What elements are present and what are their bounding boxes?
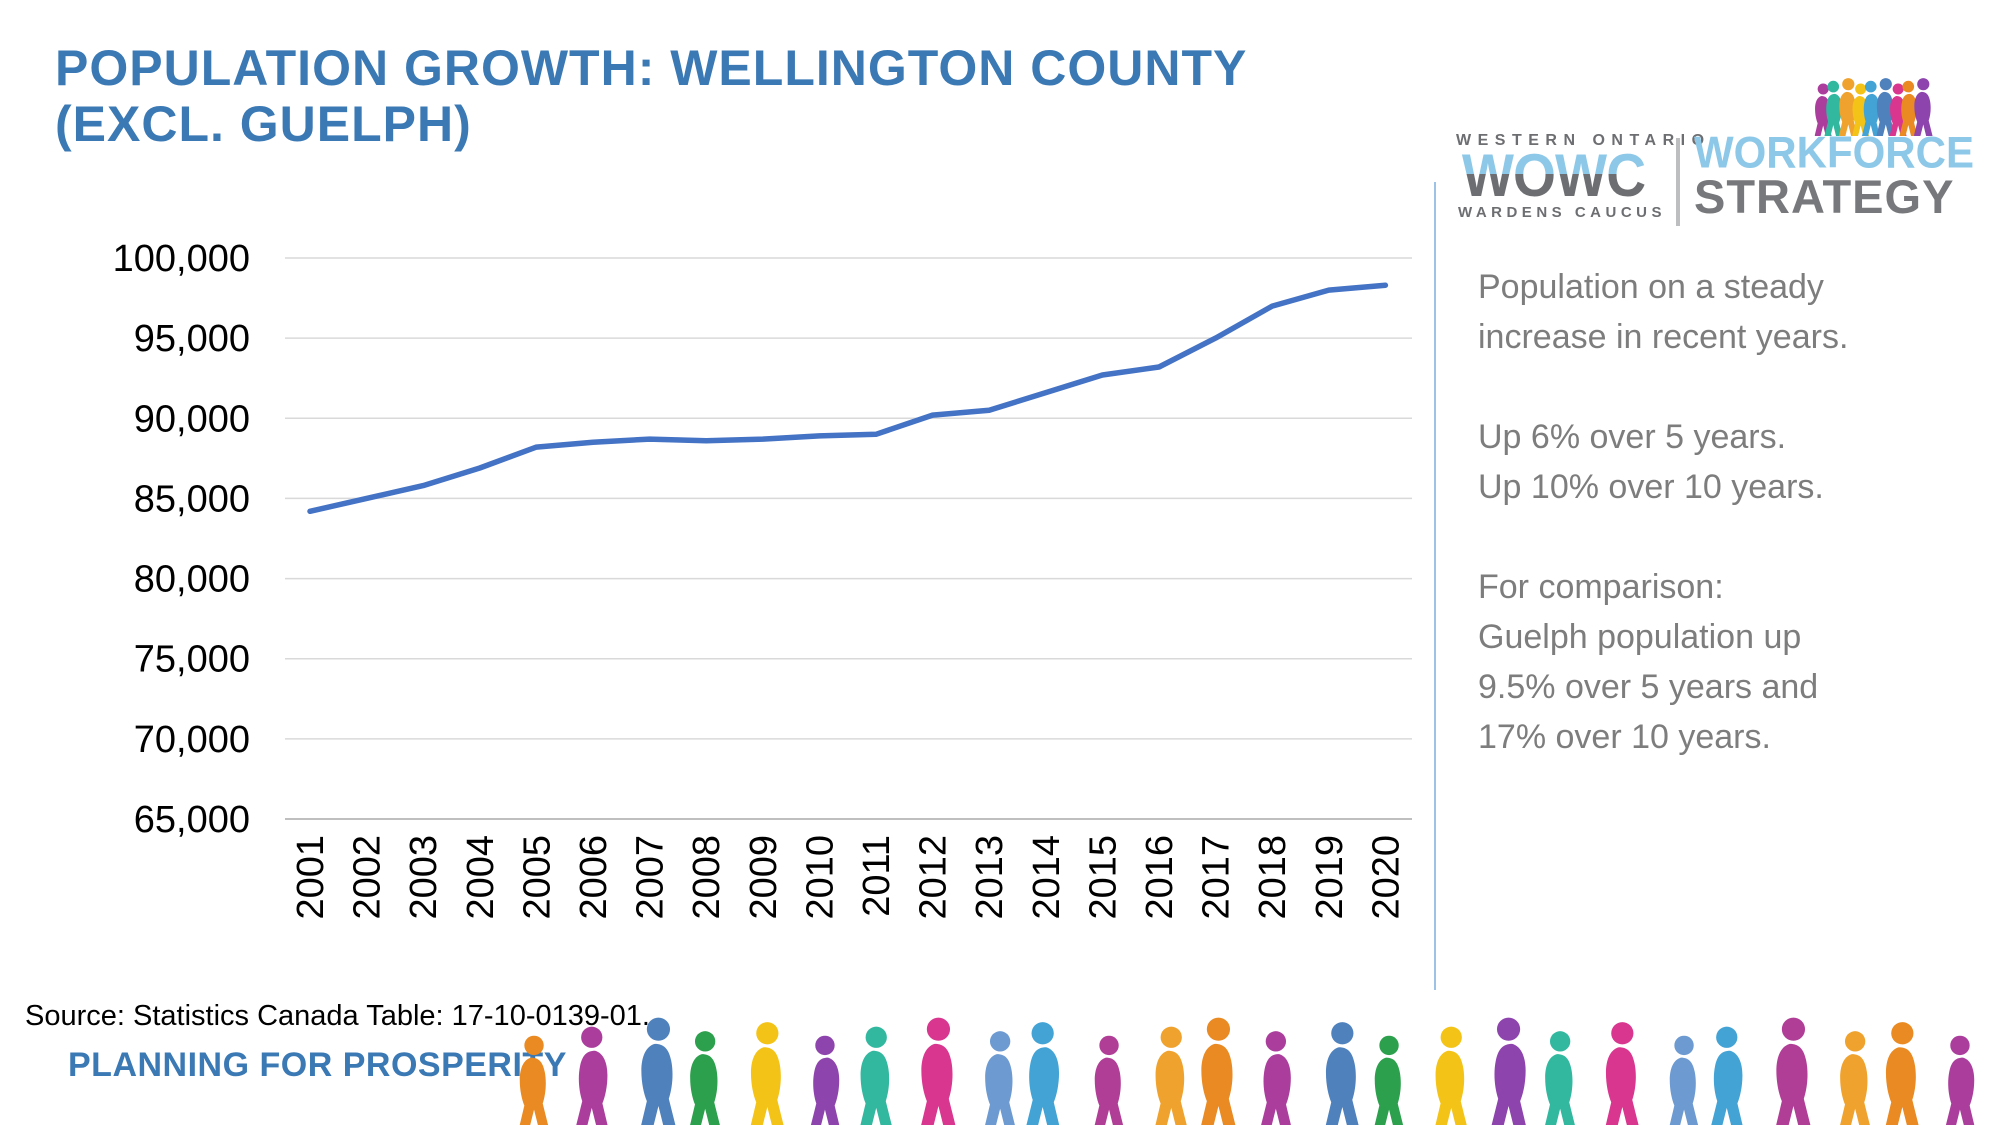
people-silhouettes-banner: [519, 1017, 1975, 1125]
x-tick-label: 2017: [1196, 835, 1238, 920]
person-silhouette-icon: [519, 1035, 549, 1125]
person-silhouette-icon: [575, 1026, 608, 1125]
note-guelph-comparison: For comparison: Guelph population up 9.5…: [1478, 568, 1819, 756]
note-steady-increase: Population on a steady increase in recen…: [1478, 268, 1849, 356]
person-silhouette-icon: [1945, 1035, 1975, 1125]
y-tick-label: 70,000: [134, 719, 250, 761]
person-silhouette-icon: [810, 1035, 840, 1125]
person-silhouette-icon: [1775, 1017, 1812, 1125]
western-ontario-label: WESTERN ONTARIO: [1456, 132, 1711, 149]
page-title: POPULATION GROWTH: WELLINGTON COUNTY (EX…: [55, 40, 1248, 152]
x-tick-label: 2007: [630, 835, 672, 920]
x-tick-label: 2013: [969, 835, 1011, 920]
person-silhouette-icon: [689, 1031, 721, 1125]
note-growth-rates: Up 6% over 5 years. Up 10% over 10 years…: [1478, 418, 1824, 506]
x-tick-label: 2009: [743, 835, 785, 920]
person-silhouette-icon: [750, 1022, 785, 1125]
logo-separator-bar: [1676, 138, 1680, 226]
person-silhouette-icon: [860, 1026, 893, 1125]
y-tick-label: 95,000: [134, 318, 250, 360]
x-tick-label: 2001: [290, 835, 332, 920]
x-tick-label: 2019: [1309, 835, 1351, 920]
wowc-logo: WESTERN ONTARIO WOWC WARDENS CAUCUS: [1456, 132, 1711, 221]
wardens-caucus-label: WARDENS CAUCUS: [1457, 204, 1666, 221]
x-tick-label: 2012: [913, 835, 955, 920]
person-silhouette-icon: [1155, 1026, 1188, 1125]
person-silhouette-icon: [1605, 1022, 1640, 1125]
x-tick-label: 2008: [686, 835, 728, 920]
wowc-wordmark: WOWC: [1456, 146, 1651, 206]
x-tick-label: 2003: [403, 835, 445, 920]
person-silhouette-icon: [1885, 1022, 1920, 1125]
person-silhouette-icon: [1839, 1031, 1871, 1125]
workforce-wordmark: WORKFORCE: [1694, 127, 1974, 178]
x-tick-label: 2006: [573, 835, 615, 920]
x-tick-label: 2016: [1139, 835, 1181, 920]
person-silhouette-icon: [1025, 1022, 1060, 1125]
source-citation: Source: Statistics Canada Table: 17-10-0…: [25, 1000, 650, 1032]
person-silhouette-icon: [1374, 1035, 1404, 1125]
x-tick-label: 2014: [1026, 835, 1068, 920]
x-tick-label: 2002: [347, 835, 389, 920]
person-silhouette-icon: [1544, 1031, 1576, 1125]
population-line-chart: 65,000 70,000 75,000 80,000 85,000 90,000 95,0…: [113, 238, 1412, 920]
x-tick-label: 2005: [516, 835, 558, 920]
vertical-divider-line: [1434, 182, 1436, 990]
y-tick-label: 65,000: [134, 799, 250, 841]
wowc-workforce-logo: WESTERN ONTARIO WOWC WARDENS CAUCUS WORK…: [1448, 78, 1974, 240]
person-silhouette-icon: [1260, 1031, 1292, 1125]
person-silhouette-icon: [984, 1031, 1016, 1125]
person-silhouette-icon: [920, 1017, 957, 1125]
y-tick-label: 90,000: [134, 398, 250, 440]
x-tick-label: 2011: [856, 835, 898, 917]
y-tick-label: 80,000: [134, 559, 250, 601]
person-silhouette-icon: [1710, 1026, 1743, 1125]
person-silhouette-icon: [1669, 1035, 1699, 1125]
x-tick-label: 2020: [1365, 835, 1407, 920]
sidebar-notes: Population on a steady increase in recen…: [1478, 262, 1928, 812]
population-data-line: [307, 282, 1389, 515]
x-tick-label: 2010: [799, 835, 841, 920]
person-silhouette-icon: [1200, 1017, 1237, 1125]
person-silhouette-icon: [640, 1017, 677, 1125]
person-silhouette-icon: [1490, 1017, 1527, 1125]
y-tick-label: 85,000: [134, 478, 250, 520]
strategy-wordmark: STRATEGY: [1694, 170, 1955, 223]
x-tick-label: 2018: [1252, 835, 1294, 920]
person-silhouette-icon: [1435, 1026, 1468, 1125]
x-tick-label: 2004: [460, 835, 502, 920]
tagline: PLANNING FOR PROSPERITY: [68, 1046, 567, 1084]
y-tick-label: 75,000: [134, 639, 250, 681]
y-tick-label: 100,000: [113, 238, 250, 280]
person-silhouette-icon: [1094, 1035, 1124, 1125]
x-tick-label: 2015: [1082, 835, 1124, 920]
person-silhouette-icon: [1325, 1022, 1360, 1125]
